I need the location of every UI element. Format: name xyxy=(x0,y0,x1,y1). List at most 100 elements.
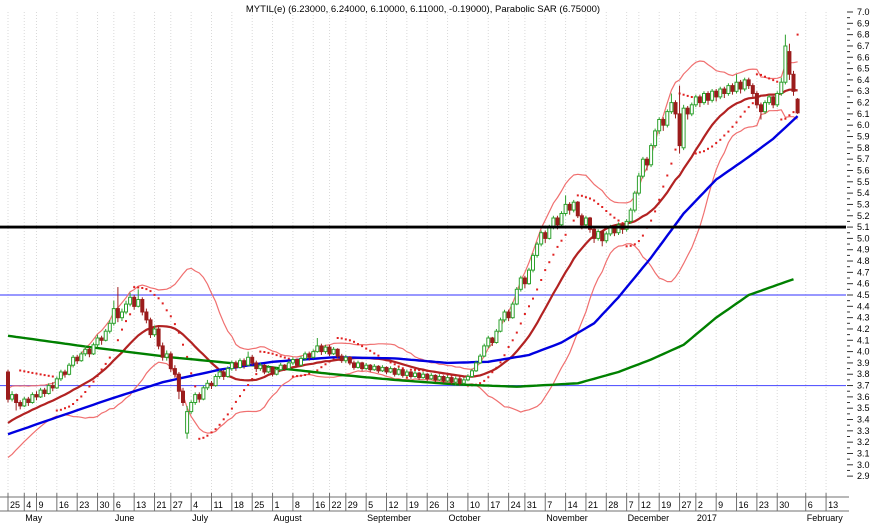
y-tick-label: 3.2 xyxy=(857,437,870,447)
psar-dot xyxy=(365,347,368,350)
psar-dot xyxy=(670,162,673,165)
psar-dot xyxy=(662,185,665,188)
psar-dot xyxy=(361,345,364,348)
candle-up xyxy=(238,360,242,369)
psar-dot xyxy=(796,33,799,36)
candle-down xyxy=(714,90,719,98)
psar-dot xyxy=(324,363,327,366)
psar-dot xyxy=(348,339,351,342)
candle-down xyxy=(376,365,381,372)
psar-dot xyxy=(125,320,127,323)
x-tick-label: 23 xyxy=(79,500,89,510)
x-tick-label: 19 xyxy=(661,500,671,510)
psar-dot xyxy=(552,253,555,256)
x-tick-label: 7 xyxy=(629,500,634,510)
psar-dot xyxy=(55,409,58,412)
candle-down xyxy=(738,81,743,90)
x-tick-label: 4 xyxy=(26,500,31,510)
psar-dot xyxy=(719,138,722,141)
candle-down xyxy=(140,299,145,313)
psar-dot xyxy=(373,352,376,355)
psar-dot xyxy=(279,355,282,358)
psar-dot xyxy=(320,366,323,369)
y-tick-label: 6.4 xyxy=(857,75,870,85)
psar-dot xyxy=(690,96,693,98)
candle-up xyxy=(616,224,621,234)
candle-down xyxy=(575,201,580,217)
support-lines xyxy=(0,294,846,387)
candle-up xyxy=(514,288,519,305)
candle-down xyxy=(506,311,511,319)
psar-dot xyxy=(617,219,620,222)
psar-dot xyxy=(747,106,750,109)
plot-area[interactable] xyxy=(0,14,846,497)
psar-dot xyxy=(51,375,54,378)
candle-down xyxy=(144,311,149,321)
month-label: 2017 xyxy=(697,513,717,523)
candle-down xyxy=(99,337,104,341)
candle-up xyxy=(152,328,157,336)
y-tick-label: 4.4 xyxy=(857,301,870,311)
candle-up xyxy=(58,371,63,380)
candle-down xyxy=(250,356,255,364)
candles-layer xyxy=(6,34,800,439)
y-axis: 7.06.96.86.76.66.56.46.36.26.16.05.95.85… xyxy=(847,7,870,481)
candle-down xyxy=(645,158,649,166)
bollinger-middle xyxy=(7,88,798,424)
candle-down xyxy=(327,346,332,355)
psar-dot xyxy=(226,413,229,416)
candle-up xyxy=(632,192,637,211)
month-label: September xyxy=(367,513,411,523)
x-tick-label: 1 xyxy=(275,500,280,510)
psar-dot xyxy=(698,151,701,154)
x-tick-label: 6 xyxy=(808,500,813,510)
y-tick-label: 4.9 xyxy=(857,245,870,255)
psar-dot xyxy=(589,197,591,200)
candle-up xyxy=(681,107,686,149)
ma50-line xyxy=(7,115,799,436)
candle-up xyxy=(624,220,629,230)
y-tick-label: 5.3 xyxy=(857,199,870,209)
candle-up xyxy=(596,231,601,239)
candle-up xyxy=(71,356,76,366)
psar-dot xyxy=(576,194,579,197)
x-axis: 25 4 9 16 23 30 6 13 21 27 4 11 18 25 1 8 16 22 29 5 12 19 26 3… xyxy=(0,493,849,523)
candle-down xyxy=(254,362,259,370)
candle-up xyxy=(437,376,442,381)
psar-dot xyxy=(296,375,298,378)
psar-dot xyxy=(88,385,91,388)
y-tick-label: 4.2 xyxy=(857,324,870,334)
candle-down xyxy=(156,328,161,347)
candle-up xyxy=(718,88,723,98)
psar-dot xyxy=(601,206,604,208)
psar-dot xyxy=(344,338,347,341)
psar-dot xyxy=(629,244,632,247)
candle-up xyxy=(331,348,336,355)
psar-dot xyxy=(479,382,482,385)
psar-dot xyxy=(560,239,563,242)
y-tick-label: 4.0 xyxy=(857,347,870,357)
candle-down xyxy=(26,398,31,404)
candle-up xyxy=(274,369,279,375)
candle-down xyxy=(360,362,365,370)
candle-down xyxy=(307,353,312,358)
candle-up xyxy=(189,402,194,413)
candle-up xyxy=(404,371,409,376)
candle-up xyxy=(136,299,141,307)
psar-dot xyxy=(64,407,66,410)
psar-dot xyxy=(637,240,640,243)
candle-up xyxy=(702,93,706,104)
candle-up xyxy=(396,369,401,375)
candle-up xyxy=(343,356,348,362)
candle-down xyxy=(115,308,120,319)
psar-dot xyxy=(776,80,779,83)
candle-down xyxy=(34,394,39,398)
x-tick-label: 25 xyxy=(254,500,264,510)
psar-dot xyxy=(507,346,510,348)
candle-up xyxy=(413,372,417,378)
psar-dot xyxy=(633,243,636,246)
psar-dot xyxy=(499,361,502,364)
candle-down xyxy=(160,345,165,358)
candle-up xyxy=(518,277,523,290)
